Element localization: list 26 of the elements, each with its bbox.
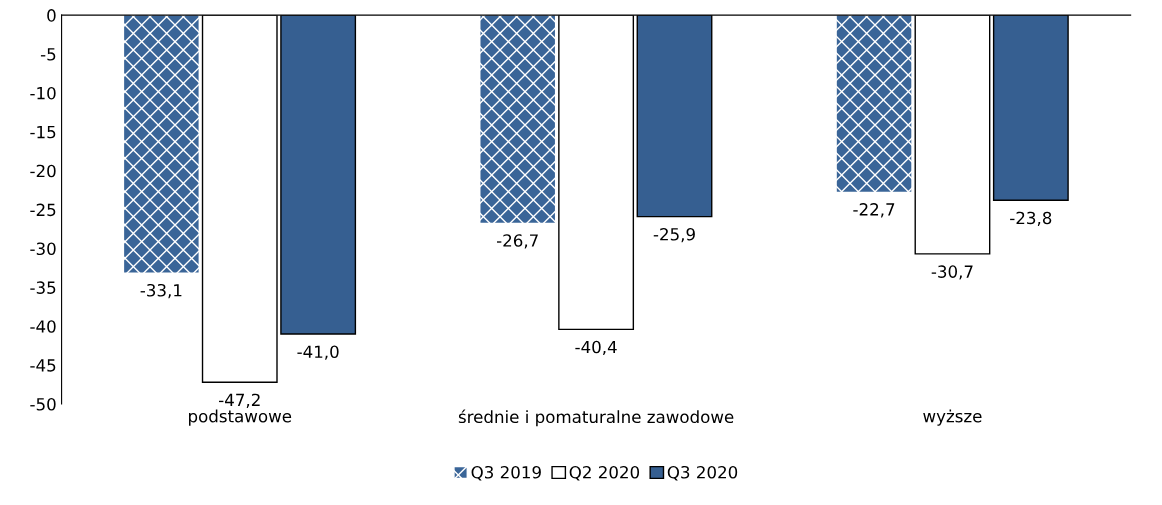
y-tick-label: -35 <box>30 281 56 294</box>
y-tick-label: 0 <box>47 9 56 22</box>
y-tick-label: -10 <box>30 86 56 100</box>
data-label: -30,7 <box>931 265 973 280</box>
data-label: -26,7 <box>496 234 538 249</box>
y-tick-label: -25 <box>30 203 56 217</box>
y-tick-label: -45 <box>30 359 56 372</box>
legend-label: Q2 2020 <box>569 465 640 481</box>
data-label: -41,0 <box>297 345 339 360</box>
y-tick-label: -15 <box>30 125 56 139</box>
y-tick-label: -40 <box>30 320 56 333</box>
legend-label: Q3 2019 <box>471 465 541 481</box>
x-tick-label: średnie i pomaturalne zawodowe <box>458 409 734 427</box>
data-label: -47,2 <box>219 393 260 408</box>
x-tick-label: podstawowe <box>189 409 292 426</box>
data-label: -25,9 <box>653 227 695 243</box>
y-tick-label: -20 <box>30 164 56 178</box>
legend-label: Q3 2020 <box>667 465 738 481</box>
y-tick-label: -50 <box>30 397 56 411</box>
data-label: -40,4 <box>575 340 617 356</box>
y-tick-label: -30 <box>30 242 56 256</box>
x-tick-label: wyższe <box>923 409 982 426</box>
y-tick-label: -5 <box>40 48 56 61</box>
data-label: -22,7 <box>853 203 895 218</box>
data-label: -23,8 <box>1010 211 1052 226</box>
data-label: -33,1 <box>140 283 182 299</box>
